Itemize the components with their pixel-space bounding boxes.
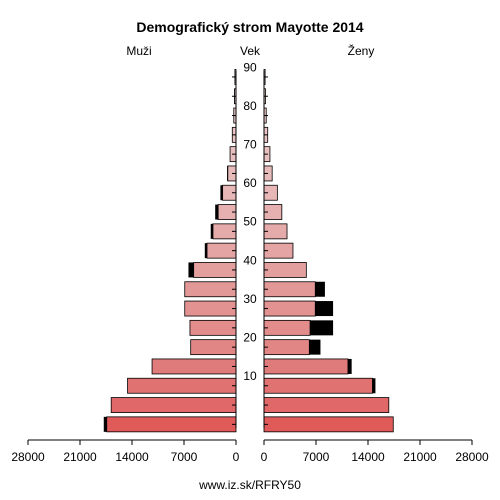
axes-group: 10 20 30 40 50 60 70 80 90 28000 21000 14000 7000 0 0 7… [11,60,489,464]
female-x-tick-label: 0 [261,450,268,464]
source-footer: www.iz.sk/RFRY50 [198,478,301,492]
male-bar-40-44 [193,262,237,278]
female-x-tick-label: 7000 [303,450,330,464]
male-x-tick-label: 7000 [171,450,198,464]
age-tick-label: 60 [243,176,257,190]
female-excess-30-34 [315,301,334,317]
male-bar-5-9 [110,397,237,413]
male-bar-35-39 [184,281,237,298]
male-x-tick-label: 14000 [115,450,149,464]
male-x-tick-label: 0 [233,450,240,464]
age-tick-label: 90 [243,60,257,74]
female-excess-15-19 [347,358,352,374]
age-tick-label: 40 [243,253,257,267]
female-excess-20-24 [309,339,321,355]
right-label: Ženy [348,43,375,58]
male-bar-20-24 [190,339,237,356]
female-x-tick-label: 14000 [351,450,385,464]
female-bar-35-39 [263,281,316,298]
female-bar-10-14 [263,377,373,394]
female-bar-40-44 [263,262,307,278]
male-bar-15-19 [151,358,237,375]
male-x-tick-label: 21000 [63,450,97,464]
male-bar-30-34 [184,300,237,317]
male-bar-0-4 [106,416,237,433]
female-bar-5-9 [263,397,390,413]
age-tick-label: 80 [243,99,257,113]
male-excess-55-59 [215,204,219,220]
male-x-tick-label: 28000 [11,450,45,464]
female-bar-25-29 [263,319,311,336]
male-excess-0-4 [103,416,107,432]
female-bar-0-4 [263,416,394,433]
female-bar-20-24 [263,339,310,356]
female-x-tick-label: 28000 [455,450,489,464]
male-excess-40-44 [188,262,194,278]
center-label: Vek [240,44,261,58]
male-excess-45-49 [204,243,208,259]
male-excess-60-64 [220,185,223,201]
female-excess-10-14 [372,378,376,394]
age-tick-label: 20 [243,331,257,345]
male-excess-50-54 [210,223,213,239]
chart-title: Demografický strom Mayotte 2014 [136,19,363,35]
female-bar-15-19 [263,358,349,375]
male-bar-25-29 [189,319,237,336]
age-tick-label: 70 [243,138,257,152]
female-excess-35-39 [315,281,325,297]
female-bar-45-49 [263,242,294,259]
male-excess-65-69 [227,165,228,181]
female-bar-30-34 [263,300,316,317]
female-excess-25-29 [310,320,334,336]
age-tick-label: 50 [243,215,257,229]
bars-group [103,69,394,433]
female-x-tick-label: 21000 [403,450,437,464]
left-label: Muži [126,44,151,58]
age-tick-label: 30 [243,292,257,306]
male-bar-10-14 [127,377,237,394]
male-bar-45-49 [206,242,237,259]
age-tick-label: 10 [243,369,257,383]
